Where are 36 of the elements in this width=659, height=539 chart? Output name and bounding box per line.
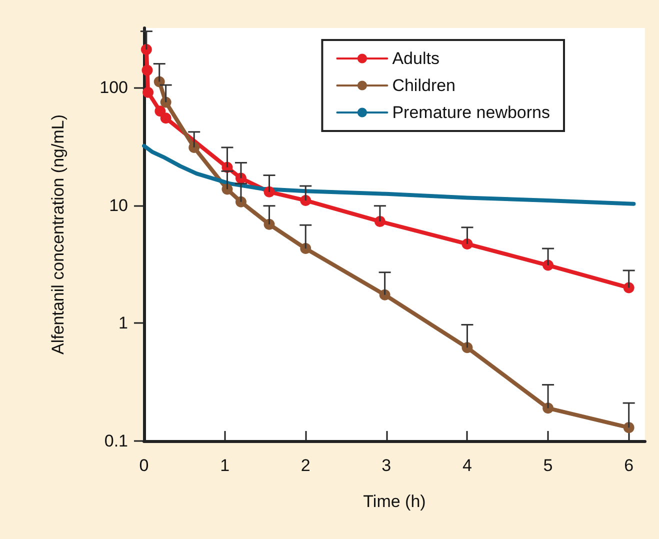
- x-tick-label: 5: [543, 456, 553, 475]
- point: [160, 96, 172, 108]
- point: [235, 196, 246, 208]
- y-tick-label: 0.1: [104, 432, 128, 450]
- point: [222, 184, 233, 195]
- point: [264, 186, 275, 198]
- point: [542, 402, 554, 414]
- legend-label: Premature newborns: [392, 103, 550, 122]
- y-tick-label: 10: [109, 196, 128, 215]
- x-tick-label: 2: [300, 456, 310, 475]
- x-tick-label: 0: [139, 456, 149, 475]
- legend-label: Children: [392, 76, 456, 95]
- point: [300, 194, 312, 206]
- point: [379, 289, 390, 300]
- point: [462, 238, 473, 250]
- x-tick-label: 6: [624, 456, 634, 475]
- x-tick-label: 4: [462, 456, 472, 475]
- point: [623, 282, 634, 294]
- point: [264, 218, 275, 230]
- point: [300, 243, 312, 254]
- point: [142, 86, 154, 98]
- point: [140, 44, 152, 56]
- point: [374, 216, 386, 227]
- point: [542, 260, 554, 271]
- x-tick-label: 1: [220, 456, 230, 475]
- point: [160, 112, 172, 124]
- point: [142, 64, 153, 76]
- point: [623, 422, 634, 434]
- x-axis-title: Time (h): [363, 492, 426, 511]
- y-axis-title: Alfentanil concentration (ng/mL): [48, 114, 68, 355]
- point: [188, 142, 200, 153]
- y-tick-label: 1: [118, 314, 128, 333]
- line-series: [142, 144, 636, 206]
- x-tick-label: 3: [382, 456, 392, 475]
- y-tick-label: 100: [100, 78, 128, 98]
- legend-label: Adults: [392, 49, 440, 68]
